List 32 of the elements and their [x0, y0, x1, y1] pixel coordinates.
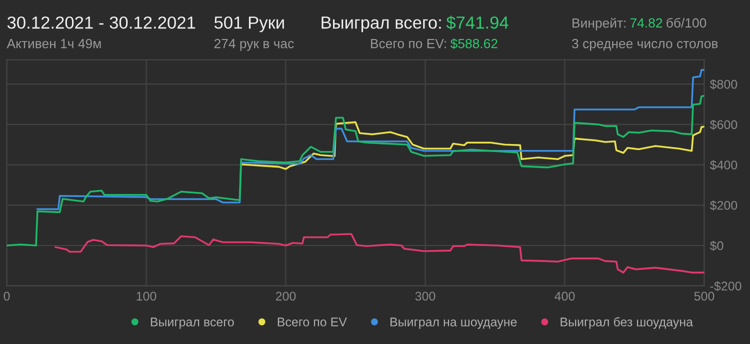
legend-label: Выиграл на шоудауне [390, 318, 517, 329]
y-tick-label: $200 [710, 200, 738, 211]
text: $588.62 [450, 38, 498, 50]
y-tick-label: $600 [710, 120, 738, 130]
chart-title: 30.12.2021 - 30.12.2021 [7, 16, 196, 29]
text: 274 рук в час [214, 38, 294, 51]
text: Винрейт: [572, 18, 626, 30]
x-tick-label: 200 [276, 292, 296, 301]
text: $741.94 [446, 16, 508, 30]
x-tick-label: 300 [415, 292, 436, 301]
x-tick-label: 100 [136, 292, 156, 301]
text: Выиграл всего: [322, 16, 441, 32]
text: 3 среднее число столов [572, 38, 718, 51]
y-tick-label: -$200 [710, 281, 742, 292]
line-series [54, 233, 704, 274]
chart-subtitle: Активен 1ч 49м [6, 38, 101, 48]
line-series [240, 121, 704, 170]
y-tick-label: $400 [710, 160, 738, 170]
line-series [6, 94, 704, 246]
legend-label: Выиграл всего [150, 318, 234, 329]
text: бб/100 [666, 18, 706, 28]
x-tick-label: 0 [4, 292, 10, 301]
legend-label: Всего по EV [278, 318, 347, 326]
line-series [36, 69, 704, 210]
x-tick-label: 500 [694, 292, 714, 301]
x-tick-label: 400 [554, 292, 575, 301]
text: 501 Руки [214, 16, 284, 32]
text: Всего по EV: [371, 39, 446, 48]
legend-label: Выиграл без шоудауна [560, 317, 694, 329]
y-tick-label: $0 [710, 240, 724, 251]
text: 74.82 [630, 18, 662, 28]
y-tick-label: $800 [710, 79, 738, 90]
